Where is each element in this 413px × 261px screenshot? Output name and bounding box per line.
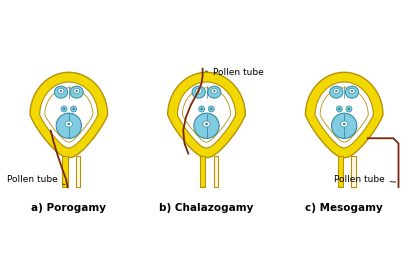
- Ellipse shape: [211, 88, 217, 94]
- Ellipse shape: [210, 108, 213, 110]
- Ellipse shape: [199, 106, 205, 112]
- Ellipse shape: [341, 121, 348, 127]
- Ellipse shape: [213, 90, 216, 92]
- Text: b) Chalazogamy: b) Chalazogamy: [159, 203, 254, 213]
- Ellipse shape: [348, 108, 350, 110]
- Ellipse shape: [208, 106, 214, 112]
- Ellipse shape: [194, 113, 219, 138]
- Polygon shape: [338, 156, 343, 187]
- Polygon shape: [40, 82, 98, 148]
- Ellipse shape: [60, 90, 62, 92]
- Polygon shape: [183, 88, 230, 142]
- Ellipse shape: [336, 106, 342, 112]
- Ellipse shape: [205, 123, 208, 125]
- Text: Pollen tube: Pollen tube: [334, 175, 396, 184]
- Ellipse shape: [197, 90, 200, 92]
- Ellipse shape: [332, 113, 357, 138]
- Polygon shape: [200, 156, 205, 187]
- Ellipse shape: [65, 121, 72, 127]
- Ellipse shape: [333, 88, 339, 94]
- Polygon shape: [45, 88, 93, 142]
- Ellipse shape: [63, 108, 65, 110]
- Ellipse shape: [192, 86, 205, 98]
- Polygon shape: [62, 156, 67, 187]
- Text: Pollen tube: Pollen tube: [205, 68, 264, 77]
- Ellipse shape: [346, 106, 352, 112]
- Ellipse shape: [335, 90, 337, 92]
- Ellipse shape: [71, 106, 77, 112]
- Ellipse shape: [200, 108, 203, 110]
- Polygon shape: [30, 72, 108, 158]
- Ellipse shape: [70, 86, 83, 98]
- Polygon shape: [320, 88, 368, 142]
- Ellipse shape: [343, 123, 346, 125]
- Polygon shape: [315, 82, 373, 148]
- Ellipse shape: [76, 90, 78, 92]
- Polygon shape: [168, 72, 245, 158]
- Polygon shape: [76, 156, 81, 187]
- Ellipse shape: [74, 88, 80, 94]
- Ellipse shape: [351, 90, 353, 92]
- Ellipse shape: [345, 86, 358, 98]
- Ellipse shape: [67, 123, 70, 125]
- Text: a) Porogamy: a) Porogamy: [31, 203, 106, 213]
- Ellipse shape: [330, 86, 343, 98]
- Ellipse shape: [203, 121, 210, 127]
- Ellipse shape: [72, 108, 75, 110]
- Ellipse shape: [196, 88, 202, 94]
- Ellipse shape: [61, 106, 67, 112]
- Text: Pollen tube: Pollen tube: [7, 175, 65, 185]
- Ellipse shape: [338, 108, 341, 110]
- Polygon shape: [351, 156, 356, 187]
- Ellipse shape: [58, 88, 64, 94]
- Ellipse shape: [208, 86, 221, 98]
- Ellipse shape: [349, 88, 355, 94]
- Polygon shape: [214, 156, 218, 187]
- Text: c) Mesogamy: c) Mesogamy: [305, 203, 383, 213]
- Ellipse shape: [55, 86, 68, 98]
- Polygon shape: [305, 72, 383, 158]
- Polygon shape: [178, 82, 235, 148]
- Ellipse shape: [56, 113, 81, 138]
